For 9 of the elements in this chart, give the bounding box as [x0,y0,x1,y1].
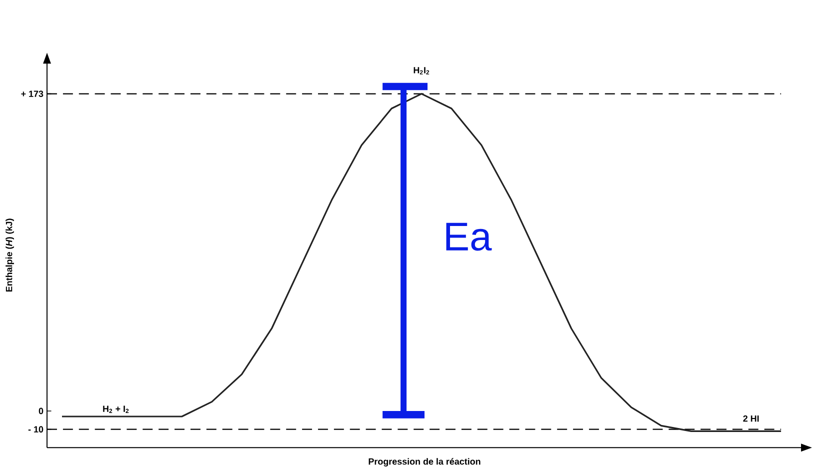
annotation: H$_{2}$I$_{2}$ [414,67,430,74]
annotation: Ea [446,223,492,251]
y-tick-label: 0 [38,408,44,414]
y-axis-title: Enthalpie (H) (kJ) [6,218,14,292]
y-tick-label: + 173 [21,90,44,98]
y-tick-label: - 10 [28,426,44,433]
annotation: 2 HI [743,415,759,422]
annotation: H$_{2}$ + I$_{2}$ [103,406,129,414]
x-axis-title: Progression de la réaction [368,458,480,467]
